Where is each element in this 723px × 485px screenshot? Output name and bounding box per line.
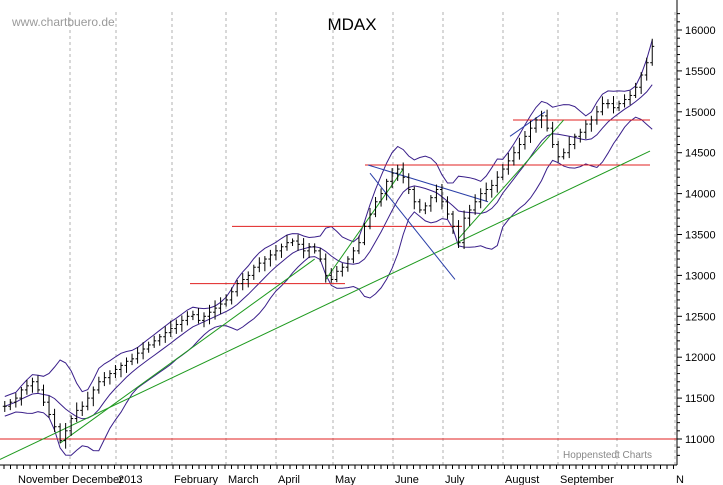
watermark: www.chartbuero.de — [11, 15, 115, 29]
y-tick-label: 15000 — [685, 107, 716, 119]
lower-band — [4, 116, 653, 456]
downtrend-line — [367, 164, 489, 203]
y-tick-label: 13500 — [685, 230, 716, 242]
x-tick-label: June — [395, 474, 419, 485]
y-tick-label: 11000 — [685, 434, 715, 446]
downtrend-line — [509, 111, 546, 137]
y-tick-label: 11500 — [685, 393, 715, 405]
y-tick-label: 16000 — [685, 25, 716, 37]
x-tick-label: July — [445, 474, 465, 485]
trendline — [458, 119, 565, 239]
trendlines — [0, 111, 651, 460]
x-tick-label: April — [278, 474, 300, 485]
x-tick-label: February — [174, 474, 219, 485]
x-tick-label: November — [18, 474, 69, 485]
middle-band — [4, 84, 653, 420]
bollinger-bands — [4, 40, 653, 456]
chart-title: MDAX — [327, 15, 376, 34]
x-tick-label: N — [676, 474, 684, 485]
y-tick-label: 14000 — [685, 189, 716, 201]
upper-band — [4, 40, 653, 397]
x-tick-label: August — [505, 474, 539, 485]
y-tick-label: 14500 — [685, 148, 716, 160]
source-label: Hoppenstedt Charts — [563, 450, 652, 461]
trendline — [59, 258, 315, 444]
downtrend-line — [369, 172, 456, 280]
y-tick-label: 12500 — [685, 311, 716, 323]
x-tick-label: March — [228, 474, 259, 485]
y-axis-ticks: 11000 11500 12000 12500 13000 13500 14000 14500… — [677, 13, 716, 456]
y-tick-label: 15500 — [685, 66, 716, 78]
y-tick-label: 13000 — [685, 270, 716, 282]
y-tick-label: 12000 — [685, 352, 716, 364]
x-tick-label: December — [72, 474, 123, 485]
x-tick-label: September — [560, 474, 614, 485]
support-resistance-lines — [0, 119, 677, 440]
price-bars — [2, 38, 655, 449]
x-tick-label: May — [335, 474, 356, 485]
x-tick-label: 2013 — [118, 474, 142, 485]
